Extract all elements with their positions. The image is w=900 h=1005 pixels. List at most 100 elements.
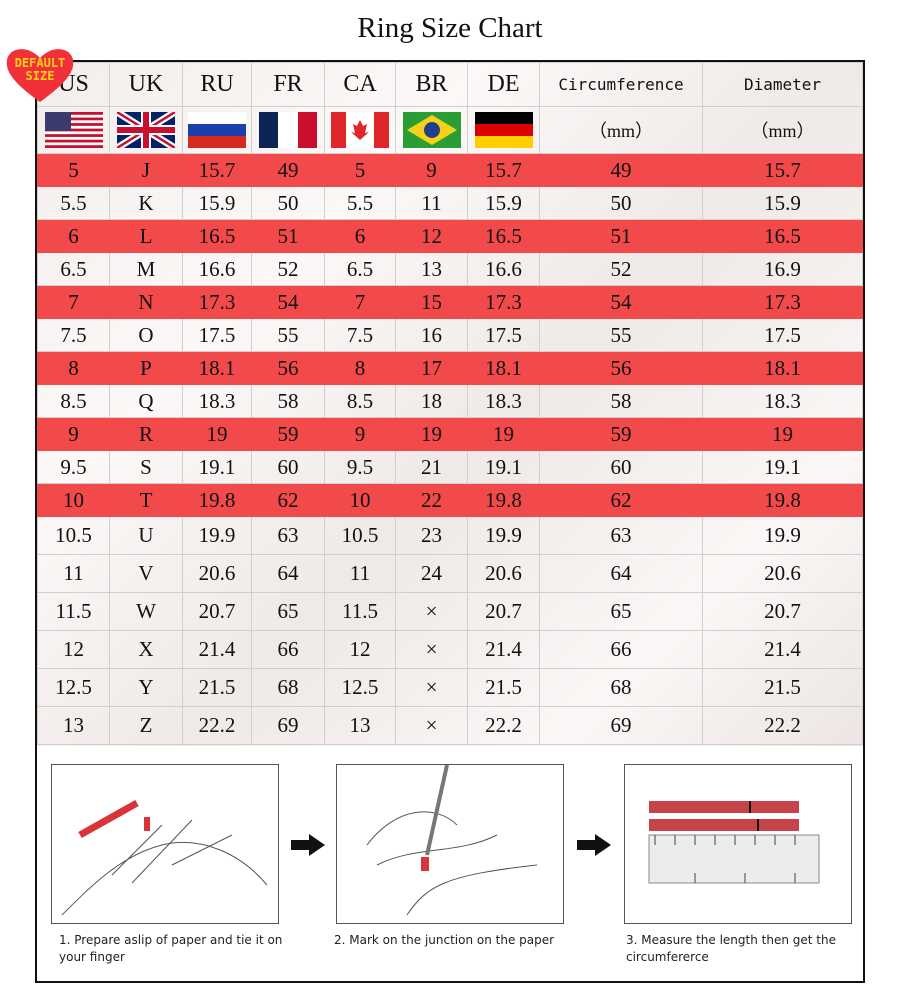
cell-us: 11.5 [37,592,110,631]
us-flag-cell [37,106,110,154]
cell-ru: 20.7 [182,592,252,631]
cell-diameter: 20.7 [702,592,863,631]
badge-line2: SIZE [25,69,55,83]
cell-fr: 50 [251,186,325,220]
cell-de: 15.7 [467,153,540,187]
cell-uk: W [109,592,183,631]
france-flag-icon [259,112,317,148]
cell-br: 23 [395,516,468,555]
cell-circumference: 49 [539,153,703,187]
cell-uk: T [109,483,183,517]
cell-ca: 10.5 [324,516,396,555]
germany-flag-icon [474,112,533,148]
column-header-diameter: Diameter [702,62,863,107]
cell-circumference: 56 [539,351,703,385]
cell-circumference: 59 [539,417,703,451]
cell-uk: P [109,351,183,385]
cell-ca: 5 [324,153,396,187]
arrow-right-icon [291,834,325,856]
cell-us: 13 [37,706,110,745]
cell-uk: X [109,630,183,669]
column-header-br: BR [395,62,468,107]
table-row: 9 R 19 59 9 19 19 59 19 [37,417,863,451]
cell-ru: 20.6 [182,554,252,593]
cell-diameter: 19.8 [702,483,863,517]
cell-circumference: 54 [539,285,703,319]
cell-circumference: 52 [539,252,703,286]
cell-us: 9.5 [37,450,110,484]
uk-flag-cell [109,106,183,154]
cell-ca: 12 [324,630,396,669]
cell-circumference: 69 [539,706,703,745]
cell-circumference: 60 [539,450,703,484]
cell-de: 20.7 [467,592,540,631]
cell-de: 21.4 [467,630,540,669]
table-row: 12 X 21.4 66 12 × 21.4 66 21.4 [37,630,863,669]
cell-us: 8 [37,351,110,385]
step-3-caption: 3. Measure the length then get the circu… [626,933,836,964]
cell-ca: 9 [324,417,396,451]
cell-ru: 21.4 [182,630,252,669]
cell-de: 17.5 [467,318,540,352]
cell-fr: 52 [251,252,325,286]
cell-circumference: 58 [539,384,703,418]
cell-ru: 19 [182,417,252,451]
cell-fr: 55 [251,318,325,352]
cell-ru: 16.6 [182,252,252,286]
hand-marking-paper-illustration [336,764,564,924]
table-row: 5.5 K 15.9 50 5.5 11 15.9 50 15.9 [37,186,863,220]
cell-ca: 13 [324,706,396,745]
table-row: 10 T 19.8 62 10 22 19.8 62 19.8 [37,483,863,517]
cell-diameter: 15.9 [702,186,863,220]
cell-diameter: 17.5 [702,318,863,352]
table-row: 12.5 Y 21.5 68 12.5 × 21.5 68 21.5 [37,668,863,707]
cell-ca: 5.5 [324,186,396,220]
cell-fr: 49 [251,153,325,187]
canada-flag-icon [331,112,389,148]
cell-ca: 7.5 [324,318,396,352]
cell-de: 18.3 [467,384,540,418]
cell-ru: 19.8 [182,483,252,517]
cell-uk: K [109,186,183,220]
cell-ca: 7 [324,285,396,319]
cell-fr: 56 [251,351,325,385]
cell-ru: 16.5 [182,219,252,253]
cell-diameter: 18.1 [702,351,863,385]
cell-fr: 68 [251,668,325,707]
cell-us: 10.5 [37,516,110,555]
cell-ca: 9.5 [324,450,396,484]
cell-us: 7.5 [37,318,110,352]
step-1-caption: 1. Prepare aslip of paper and tie it on … [59,933,283,964]
cell-us: 5 [37,153,110,187]
cell-fr: 64 [251,554,325,593]
cell-br: 15 [395,285,468,319]
cell-uk: N [109,285,183,319]
cell-circumference: 68 [539,668,703,707]
cell-fr: 54 [251,285,325,319]
badge-line1: DEFAULT [14,56,66,70]
default-size-badge: DEFAULT SIZE [8,57,72,83]
cell-uk: R [109,417,183,451]
cell-ru: 17.3 [182,285,252,319]
cell-circumference: 65 [539,592,703,631]
table-row: 8.5 Q 18.3 58 8.5 18 18.3 58 18.3 [37,384,863,418]
table-row: 10.5 U 19.9 63 10.5 23 19.9 63 19.9 [37,516,863,555]
cell-uk: L [109,219,183,253]
column-header-uk: UK [109,62,183,107]
cell-circumference: 64 [539,554,703,593]
cell-diameter: 15.7 [702,153,863,187]
cell-circumference: 62 [539,483,703,517]
cell-br: 21 [395,450,468,484]
unit-label: （mm） [539,106,703,154]
hand-with-paper-strip-illustration [51,764,279,924]
brazil-flag-cell [395,106,468,154]
cell-ru: 15.7 [182,153,252,187]
cell-de: 20.6 [467,554,540,593]
cell-fr: 58 [251,384,325,418]
cell-br: 24 [395,554,468,593]
us-flag-icon [44,112,103,148]
cell-diameter: 19.1 [702,450,863,484]
cell-ru: 18.3 [182,384,252,418]
cell-us: 8.5 [37,384,110,418]
column-header-ru: RU [182,62,252,107]
